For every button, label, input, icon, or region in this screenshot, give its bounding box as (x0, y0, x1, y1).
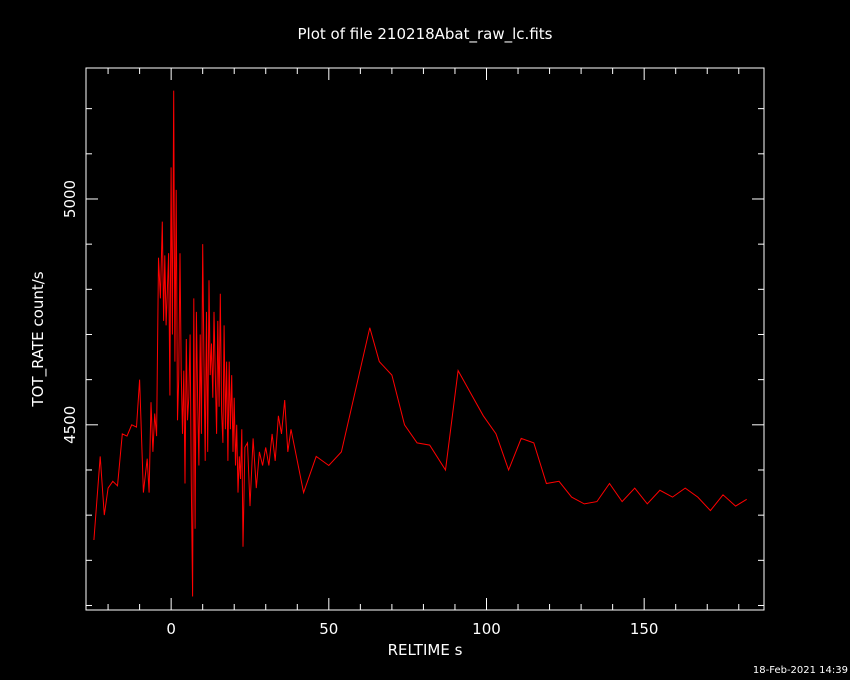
chart-title: Plot of file 210218Abat_raw_lc.fits (298, 25, 553, 44)
y-tick-label: 4500 (61, 406, 79, 444)
axis-ticks (86, 68, 764, 610)
x-tick-label: 50 (319, 620, 338, 638)
tick-labels: 0 50 100 150 4500 5000 (61, 180, 658, 638)
x-tick-label: 150 (630, 620, 659, 638)
y-axis-label: TOT_RATE count/s (29, 271, 48, 407)
series-line (93, 90, 747, 597)
timestamp: 18-Feb-2021 14:39 (753, 665, 848, 676)
x-tick-label: 0 (166, 620, 176, 638)
y-tick-label: 5000 (61, 180, 79, 218)
series-group (93, 90, 747, 597)
plot-frame (85, 67, 765, 611)
x-tick-label: 100 (472, 620, 501, 638)
x-axis-label: RELTIME s (388, 641, 463, 659)
